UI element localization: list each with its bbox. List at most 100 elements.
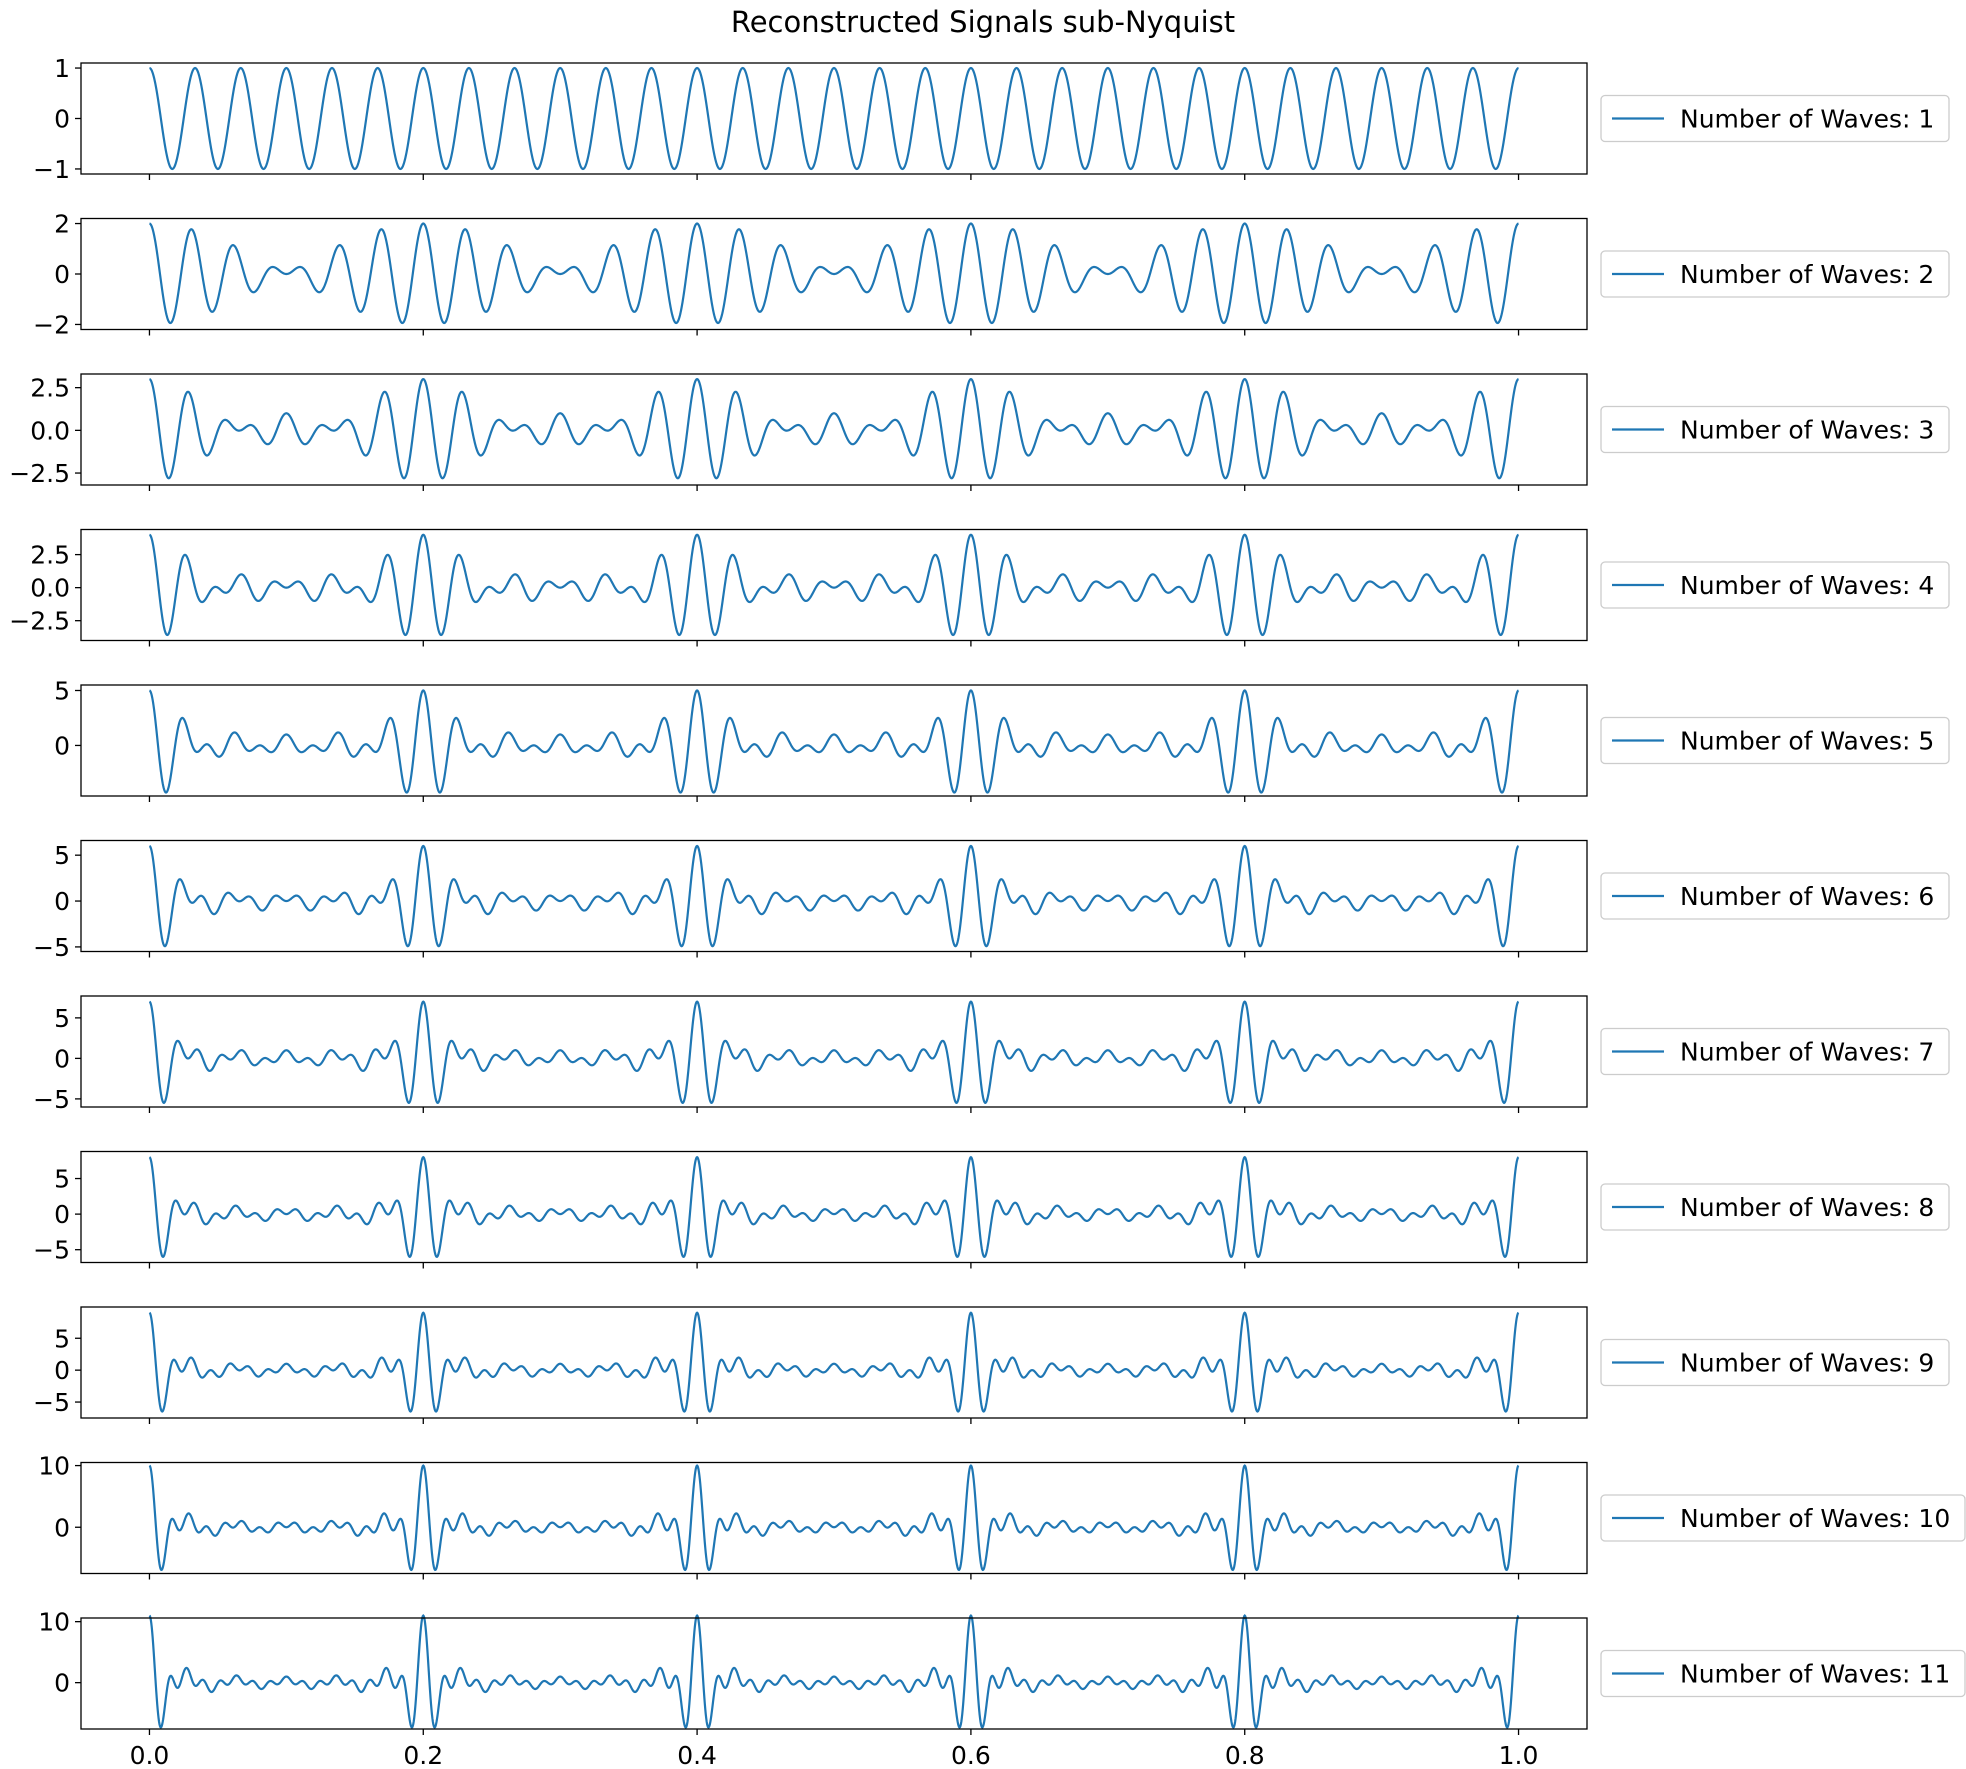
subplot-6: 5 0 −5 Number of Waves: 6 (33, 839, 1950, 962)
y-tick-label: 10 (38, 1608, 70, 1637)
subplot-2: 2 0 −2 Number of Waves: 2 (33, 210, 1950, 339)
y-tick-label: 0 (54, 1200, 70, 1229)
subplot-5: 5 0 Number of Waves: 5 (54, 676, 1950, 802)
axes-frame (80, 684, 1588, 797)
y-tick-label: −5 (33, 1236, 70, 1265)
legend-box (1600, 1338, 1950, 1387)
y-tick-label: 10 (38, 1452, 70, 1481)
subplot-9: 5 0 −5 Number of Waves: 9 (33, 1306, 1950, 1424)
signal-line-10 (148, 1464, 1520, 1572)
signal-line-4 (149, 533, 1519, 637)
x-tick-label: 0.0 (130, 1741, 170, 1769)
y-tick-label: −5 (33, 1388, 70, 1417)
legend-label: Number of Waves: 4 (1680, 571, 1934, 600)
y-tick-label: 1 (54, 54, 70, 83)
legend: Number of Waves: 4 (1600, 561, 1950, 609)
legend: Number of Waves: 8 (1600, 1183, 1950, 1231)
legend-box (1600, 561, 1950, 609)
signal-line-2 (149, 222, 1519, 325)
axes-frame (80, 373, 1588, 486)
subplot-1: 1 0 −1 Number of Waves: 1 (33, 54, 1950, 184)
y-tick-label: 5 (54, 1324, 70, 1353)
legend-label: Number of Waves: 2 (1680, 260, 1934, 289)
y-tick-label: 0 (54, 887, 70, 916)
x-tick-label: 0.2 (403, 1741, 443, 1769)
y-tick-label: 5 (54, 841, 70, 870)
x-tick-label: 1.0 (1499, 1741, 1539, 1769)
legend-box (1600, 1649, 1966, 1698)
legend-label: Number of Waves: 7 (1680, 1038, 1934, 1067)
y-tick-label: −2 (33, 310, 70, 339)
signal-line-5 (149, 689, 1519, 794)
legend-label: Number of Waves: 5 (1680, 727, 1934, 756)
legend-box (1600, 94, 1950, 143)
y-tick-label: 5 (54, 676, 70, 705)
legend-label: Number of Waves: 8 (1680, 1193, 1934, 1222)
y-tick-label: 0 (54, 105, 70, 134)
legend: Number of Waves: 2 (1600, 250, 1950, 298)
y-tick-label: 0 (54, 1356, 70, 1385)
legend-label: Number of Waves: 1 (1680, 105, 1934, 134)
legend: Number of Waves: 7 (1600, 1027, 1950, 1076)
y-tick-label: −2.5 (9, 459, 70, 488)
signal-line-9 (148, 1311, 1520, 1413)
legend-label: Number of Waves: 9 (1680, 1349, 1934, 1378)
legend: Number of Waves: 9 (1600, 1338, 1950, 1387)
x-tick-label: 0.8 (1225, 1741, 1265, 1769)
axes-frame (80, 839, 1588, 953)
axes-frame (80, 1306, 1588, 1419)
legend-box (1600, 405, 1950, 454)
legend: Number of Waves: 11 (1600, 1649, 1966, 1698)
signal-line-3 (149, 377, 1519, 480)
y-tick-label: 0 (54, 1513, 70, 1542)
x-tick-label: 0.6 (951, 1741, 991, 1769)
signal-line-7 (148, 1000, 1520, 1104)
legend: Number of Waves: 3 (1600, 405, 1950, 454)
chart-title: Reconstructed Signals sub-Nyquist (731, 5, 1235, 39)
signal-line-1 (149, 66, 1519, 171)
y-tick-label: 0 (54, 1669, 70, 1698)
subplot-8: 5 0 −5 Number of Waves: 8 (33, 1150, 1950, 1269)
y-tick-label: 0 (54, 731, 70, 760)
y-tick-label: 5 (54, 1165, 70, 1194)
legend-label: Number of Waves: 10 (1680, 1504, 1950, 1533)
axes-frame (80, 995, 1588, 1108)
subplot-3: 2.5 0.0 −2.5 Number of Waves: 3 (9, 373, 1950, 491)
y-tick-label: 2.5 (30, 374, 70, 403)
legend-box (1600, 716, 1950, 765)
y-tick-label: 0.0 (30, 574, 70, 603)
subplot-10: 10 0 Number of Waves: 10 (38, 1452, 1966, 1580)
legend-box (1600, 1027, 1950, 1076)
axes-frame (80, 1617, 1588, 1730)
signal-line-8 (148, 1155, 1520, 1259)
axes-frame (80, 528, 1588, 642)
y-tick-label: 0 (54, 1044, 70, 1073)
legend-box (1600, 1494, 1966, 1542)
y-tick-label: −2.5 (9, 607, 70, 636)
axes-frame (80, 1150, 1588, 1264)
y-tick-label: −5 (33, 933, 70, 962)
signal-line-11 (148, 1613, 1520, 1729)
legend-box (1600, 872, 1950, 920)
y-tick-label: −5 (33, 1085, 70, 1114)
y-tick-label: 5 (54, 1004, 70, 1033)
legend-label: Number of Waves: 6 (1680, 882, 1934, 911)
y-tick-label: 2.5 (30, 541, 70, 570)
legend-label: Number of Waves: 3 (1680, 416, 1934, 445)
subplot-4: 2.5 0.0 −2.5 Number of Waves: 4 (9, 528, 1950, 647)
subplot-11: 10 0 0.0 0.2 0.4 0.6 0.8 1.0 Number of Waves: 11 (38, 1608, 1966, 1769)
legend-box (1600, 250, 1950, 298)
y-tick-label: −1 (33, 155, 70, 184)
legend: Number of Waves: 5 (1600, 716, 1950, 765)
signal-line-6 (148, 844, 1520, 948)
legend: Number of Waves: 10 (1600, 1494, 1966, 1542)
legend: Number of Waves: 6 (1600, 872, 1950, 920)
y-tick-label: 0 (54, 260, 70, 289)
subplot-7: 5 0 −5 Number of Waves: 7 (33, 995, 1950, 1114)
y-tick-label: 0.0 (30, 416, 70, 445)
legend-label: Number of Waves: 11 (1680, 1660, 1950, 1689)
axes-frame (80, 1461, 1588, 1575)
legend-box (1600, 1183, 1950, 1231)
x-tick-label: 0.4 (677, 1741, 717, 1769)
